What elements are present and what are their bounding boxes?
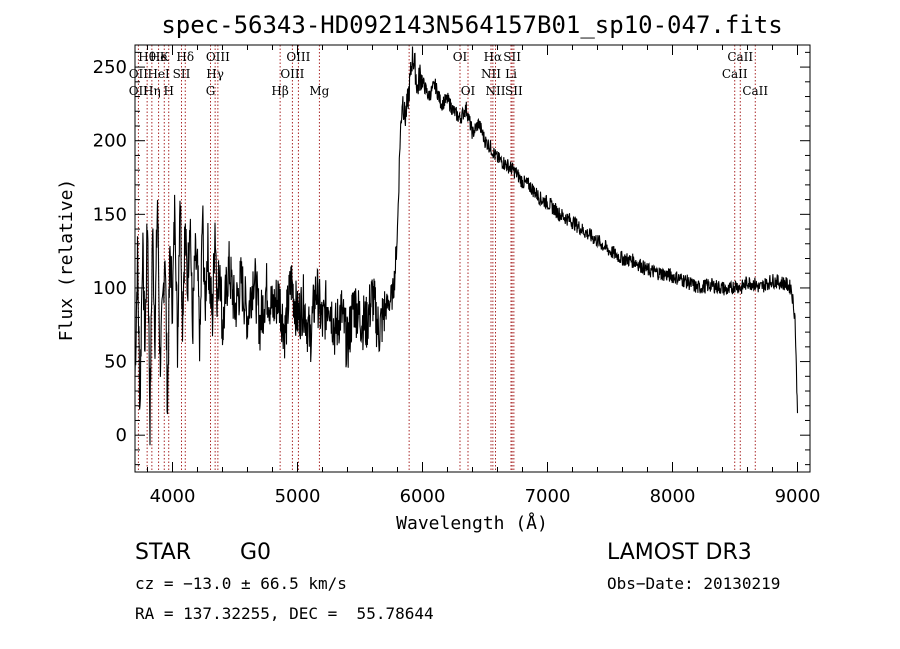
line-label: Hα xyxy=(484,50,503,64)
x-tick-label: 8000 xyxy=(650,486,696,507)
y-axis-ticks: 0 50 100 150 200 250 xyxy=(93,51,810,466)
line-label: Hθ xyxy=(138,50,156,64)
obs-date: Obs−Date: 20130219 xyxy=(607,574,781,593)
x-axis-label: Wavelength (Å) xyxy=(396,512,548,534)
line-label: OI xyxy=(453,50,468,64)
chart-title: spec-56343-HD092143N564157B01_sp10-047.f… xyxy=(161,11,782,39)
line-label: CaII xyxy=(742,84,768,98)
line-label: G xyxy=(206,84,216,98)
line-label: HeI xyxy=(147,67,170,81)
line-label: SII xyxy=(505,84,523,98)
y-tick-label: 200 xyxy=(93,131,127,152)
line-label: OII xyxy=(129,67,149,81)
line-label: SII xyxy=(503,50,521,64)
line-label: OI xyxy=(461,84,476,98)
line-label: Hδ xyxy=(176,50,194,64)
redshift-readout: cz = −13.0 ± 66.5 km/s xyxy=(135,574,347,593)
line-label: CaII xyxy=(722,67,748,81)
x-tick-label: 6000 xyxy=(400,486,446,507)
y-tick-label: 100 xyxy=(93,278,127,299)
plot-frame xyxy=(134,44,811,473)
line-label: OIII xyxy=(280,67,304,81)
x-tick-label: 7000 xyxy=(525,486,571,507)
line-label: H xyxy=(164,84,174,98)
line-label: Hγ xyxy=(206,67,224,81)
line-label: K xyxy=(160,50,170,64)
line-label: OIII xyxy=(206,50,230,64)
x-tick-label: 9000 xyxy=(775,486,821,507)
line-label: Li xyxy=(505,67,517,81)
line-label: He xyxy=(150,50,168,64)
line-label: Mg xyxy=(309,84,329,98)
line-label: OIII xyxy=(286,50,310,64)
line-label: OII xyxy=(129,84,149,98)
line-label: CaII xyxy=(727,50,753,64)
object-type: STAR xyxy=(135,540,192,565)
spectrum-line xyxy=(134,46,799,446)
y-tick-label: 50 xyxy=(104,352,127,373)
y-tick-label: 0 xyxy=(116,425,127,446)
y-axis-label: Flux (relative) xyxy=(56,179,77,342)
y-tick-label: 250 xyxy=(93,57,127,78)
survey-name: LAMOST DR3 xyxy=(607,540,752,565)
coordinates: RA = 137.32255, DEC = 55.78644 xyxy=(135,604,434,623)
y-tick-label: 150 xyxy=(93,204,127,225)
x-tick-label: 5000 xyxy=(275,486,321,507)
line-label: NII xyxy=(481,67,501,81)
spectral-subclass: G0 xyxy=(240,540,272,565)
line-label: Hη xyxy=(143,84,161,98)
line-label: Hβ xyxy=(271,84,288,98)
line-label: NII xyxy=(486,84,506,98)
line-label: SII xyxy=(173,67,191,81)
x-axis-ticks: 4000 5000 6000 7000 8000 9000 xyxy=(147,45,821,507)
x-tick-label: 4000 xyxy=(150,486,196,507)
